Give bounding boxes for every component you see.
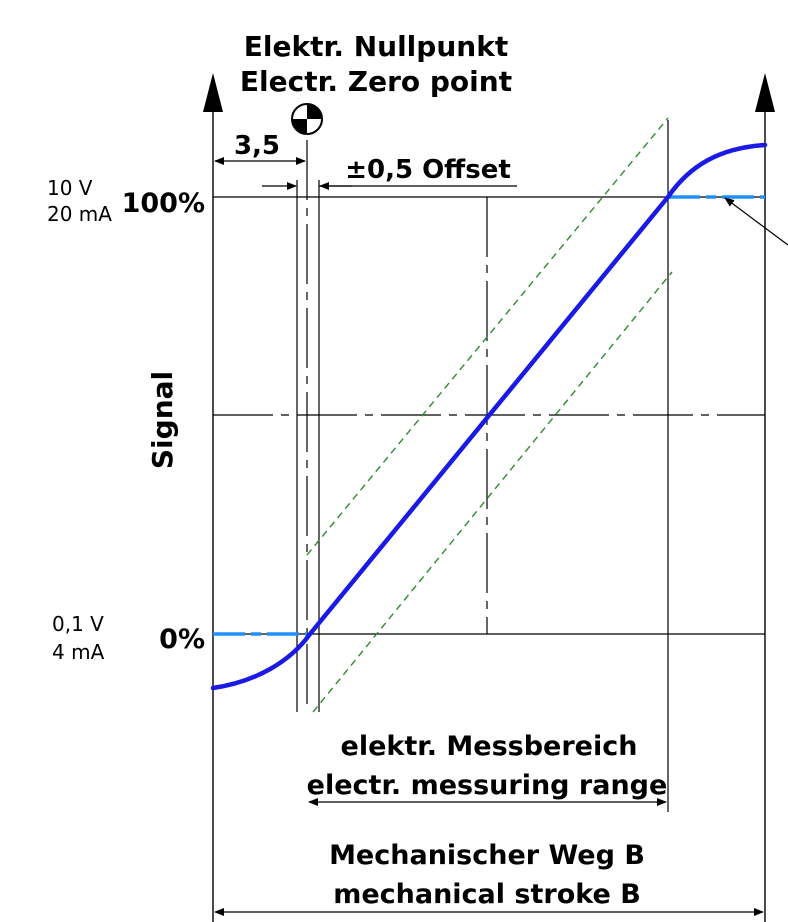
top-current-label: 20 mA: [47, 202, 112, 226]
tolerance-lower-line: [312, 271, 673, 713]
percent-0-label: 0%: [159, 624, 205, 655]
electrical-range-label-en: electr. messuring range: [307, 770, 668, 801]
y-axis-label: Signal: [146, 371, 179, 469]
offset-label: ±0,5 Offset: [345, 155, 511, 185]
signal-curve: [210, 142, 768, 691]
bottom-current-label: 4 mA: [52, 640, 105, 664]
zero-distance-label: 3,5: [234, 131, 280, 161]
axes: [203, 73, 775, 922]
zero-point-title-en: Electr. Zero point: [240, 65, 512, 98]
electrical-range-label-de: elektr. Messbereich: [341, 731, 638, 762]
leader-line: [724, 197, 788, 246]
tolerance-upper-line: [306, 117, 669, 556]
percent-100-label: 100%: [122, 188, 205, 219]
mechanical-stroke-label-en: mechanical stroke B: [333, 879, 641, 910]
right-axis-arrowhead: [755, 73, 775, 112]
bottom-voltage-label: 0,1 V: [52, 612, 104, 636]
zero-point-symbol-icon: [291, 103, 323, 135]
top-voltage-label: 10 V: [47, 176, 93, 200]
left-axis-arrowhead: [203, 73, 223, 112]
grid-lines: [213, 120, 765, 812]
zero-point-title-de: Elektr. Nullpunkt: [244, 30, 508, 63]
mechanical-stroke-label-de: Mechanischer Weg B: [329, 840, 645, 871]
tolerance-band: [306, 117, 673, 713]
saturation-levels: [213, 195, 765, 636]
